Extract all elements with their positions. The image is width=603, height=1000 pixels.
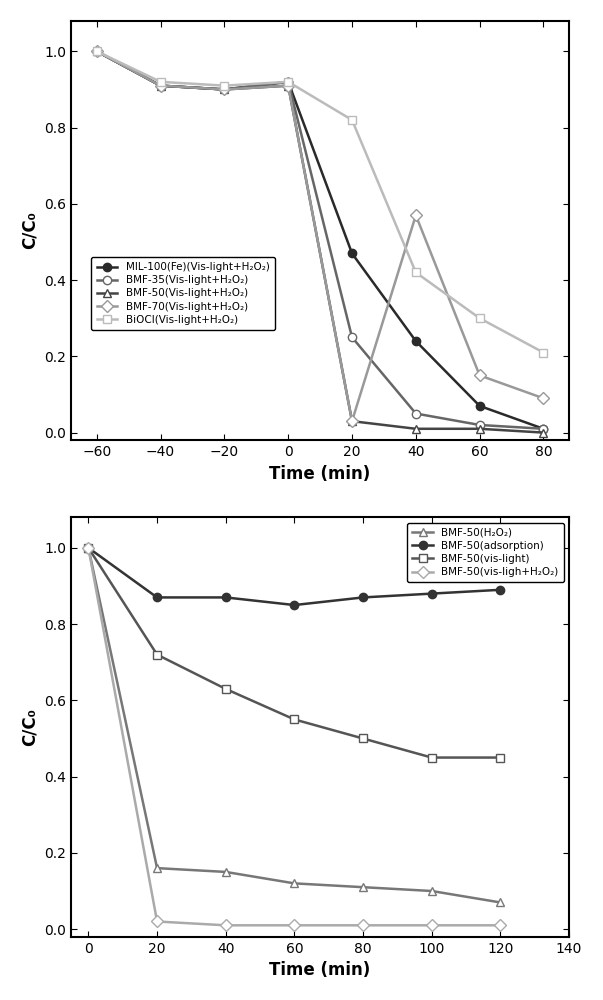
MIL-100(Fe)(Vis-light+H₂O₂) bbox=[412, 335, 420, 347]
BMF-50(Vis-light+H₂O₂) bbox=[221, 83, 228, 95]
BMF-70(Vis-light+H₂O₂) bbox=[412, 209, 420, 221]
BMF-70(Vis-light+H₂O₂) bbox=[93, 45, 100, 57]
BMF-35(Vis-light+H₂O₂) bbox=[221, 83, 228, 95]
BMF-70(Vis-light+H₂O₂) bbox=[285, 80, 292, 92]
Legend: MIL-100(Fe)(Vis-light+H₂O₂), BMF-35(Vis-light+H₂O₂), BMF-50(Vis-light+H₂O₂), BMF: MIL-100(Fe)(Vis-light+H₂O₂), BMF-35(Vis-… bbox=[92, 257, 275, 330]
BMF-35(Vis-light+H₂O₂) bbox=[349, 331, 356, 343]
MIL-100(Fe)(Vis-light+H₂O₂) bbox=[221, 83, 228, 95]
BMF-50(H₂O₂) bbox=[428, 885, 435, 897]
Line: BMF-50(adsorption): BMF-50(adsorption) bbox=[84, 544, 505, 609]
X-axis label: Time (min): Time (min) bbox=[270, 961, 371, 979]
Line: BiOCl(Vis-light+H₂O₂): BiOCl(Vis-light+H₂O₂) bbox=[93, 47, 548, 357]
BMF-70(Vis-light+H₂O₂) bbox=[540, 392, 547, 404]
BMF-35(Vis-light+H₂O₂) bbox=[476, 419, 483, 431]
BMF-50(vis-light) bbox=[428, 752, 435, 764]
BMF-35(Vis-light+H₂O₂) bbox=[285, 76, 292, 88]
BMF-50(adsorption) bbox=[428, 588, 435, 600]
BMF-50(Vis-light+H₂O₂) bbox=[93, 45, 100, 57]
BMF-50(H₂O₂) bbox=[85, 542, 92, 554]
BMF-50(vis-ligh+H₂O₂) bbox=[359, 919, 367, 931]
BMF-50(adsorption) bbox=[222, 591, 229, 603]
Line: BMF-70(Vis-light+H₂O₂): BMF-70(Vis-light+H₂O₂) bbox=[93, 47, 548, 425]
BMF-50(vis-ligh+H₂O₂) bbox=[85, 542, 92, 554]
BMF-50(Vis-light+H₂O₂) bbox=[540, 427, 547, 439]
BiOCl(Vis-light+H₂O₂) bbox=[476, 312, 483, 324]
BMF-50(vis-light) bbox=[497, 752, 504, 764]
Line: BMF-50(H₂O₂): BMF-50(H₂O₂) bbox=[84, 544, 505, 907]
BMF-50(vis-light) bbox=[359, 732, 367, 744]
BMF-50(H₂O₂) bbox=[497, 896, 504, 908]
BMF-50(vis-light) bbox=[291, 713, 298, 725]
BMF-50(vis-light) bbox=[153, 649, 160, 661]
BMF-50(H₂O₂) bbox=[291, 877, 298, 889]
BMF-70(Vis-light+H₂O₂) bbox=[157, 80, 164, 92]
BMF-70(Vis-light+H₂O₂) bbox=[221, 83, 228, 95]
BiOCl(Vis-light+H₂O₂) bbox=[157, 76, 164, 88]
BMF-70(Vis-light+H₂O₂) bbox=[476, 369, 483, 381]
BMF-50(H₂O₂) bbox=[359, 881, 367, 893]
BMF-50(Vis-light+H₂O₂) bbox=[157, 80, 164, 92]
Line: BMF-50(vis-light): BMF-50(vis-light) bbox=[84, 544, 505, 762]
BMF-50(vis-ligh+H₂O₂) bbox=[153, 915, 160, 927]
Legend: BMF-50(H₂O₂), BMF-50(adsorption), BMF-50(vis-light), BMF-50(vis-ligh+H₂O₂): BMF-50(H₂O₂), BMF-50(adsorption), BMF-50… bbox=[407, 523, 564, 582]
BMF-50(vis-light) bbox=[222, 683, 229, 695]
BiOCl(Vis-light+H₂O₂) bbox=[221, 80, 228, 92]
BMF-50(H₂O₂) bbox=[153, 862, 160, 874]
BMF-35(Vis-light+H₂O₂) bbox=[93, 45, 100, 57]
MIL-100(Fe)(Vis-light+H₂O₂) bbox=[285, 76, 292, 88]
BMF-50(vis-ligh+H₂O₂) bbox=[497, 919, 504, 931]
BMF-50(adsorption) bbox=[359, 591, 367, 603]
BMF-50(Vis-light+H₂O₂) bbox=[412, 423, 420, 435]
BMF-50(Vis-light+H₂O₂) bbox=[476, 423, 483, 435]
Line: BMF-50(vis-ligh+H₂O₂): BMF-50(vis-ligh+H₂O₂) bbox=[84, 544, 505, 929]
BMF-50(vis-ligh+H₂O₂) bbox=[291, 919, 298, 931]
BMF-35(Vis-light+H₂O₂) bbox=[412, 408, 420, 420]
BMF-50(adsorption) bbox=[85, 542, 92, 554]
BMF-50(adsorption) bbox=[497, 584, 504, 596]
BiOCl(Vis-light+H₂O₂) bbox=[540, 347, 547, 359]
BMF-50(vis-ligh+H₂O₂) bbox=[428, 919, 435, 931]
X-axis label: Time (min): Time (min) bbox=[270, 465, 371, 483]
MIL-100(Fe)(Vis-light+H₂O₂) bbox=[540, 423, 547, 435]
BiOCl(Vis-light+H₂O₂) bbox=[349, 114, 356, 126]
BMF-50(vis-ligh+H₂O₂) bbox=[222, 919, 229, 931]
BMF-70(Vis-light+H₂O₂) bbox=[349, 415, 356, 427]
MIL-100(Fe)(Vis-light+H₂O₂) bbox=[349, 247, 356, 259]
MIL-100(Fe)(Vis-light+H₂O₂) bbox=[93, 45, 100, 57]
BMF-35(Vis-light+H₂O₂) bbox=[157, 80, 164, 92]
BMF-50(H₂O₂) bbox=[222, 866, 229, 878]
BiOCl(Vis-light+H₂O₂) bbox=[412, 266, 420, 278]
Y-axis label: C/C₀: C/C₀ bbox=[21, 212, 39, 249]
Y-axis label: C/C₀: C/C₀ bbox=[21, 708, 39, 746]
BMF-35(Vis-light+H₂O₂) bbox=[540, 423, 547, 435]
BiOCl(Vis-light+H₂O₂) bbox=[285, 76, 292, 88]
BMF-50(Vis-light+H₂O₂) bbox=[349, 415, 356, 427]
BMF-50(vis-light) bbox=[85, 542, 92, 554]
BMF-50(adsorption) bbox=[291, 599, 298, 611]
MIL-100(Fe)(Vis-light+H₂O₂) bbox=[157, 80, 164, 92]
MIL-100(Fe)(Vis-light+H₂O₂) bbox=[476, 400, 483, 412]
Line: BMF-50(Vis-light+H₂O₂): BMF-50(Vis-light+H₂O₂) bbox=[93, 47, 548, 437]
BiOCl(Vis-light+H₂O₂) bbox=[93, 45, 100, 57]
BMF-50(adsorption) bbox=[153, 591, 160, 603]
BMF-50(Vis-light+H₂O₂) bbox=[285, 80, 292, 92]
Line: BMF-35(Vis-light+H₂O₂): BMF-35(Vis-light+H₂O₂) bbox=[93, 47, 548, 433]
Line: MIL-100(Fe)(Vis-light+H₂O₂): MIL-100(Fe)(Vis-light+H₂O₂) bbox=[93, 47, 548, 433]
